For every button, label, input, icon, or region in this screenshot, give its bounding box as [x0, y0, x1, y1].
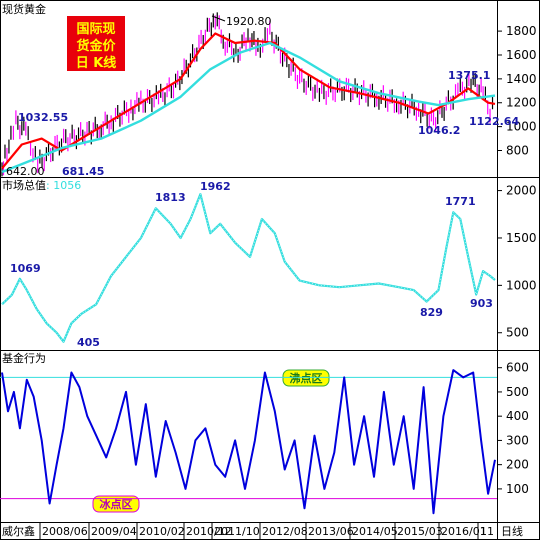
fund-series — [1, 369, 496, 515]
badge-line-1: 国际现 — [76, 22, 115, 37]
ytick-label: 600 — [506, 361, 529, 375]
badge-line-3: 日 K线 — [76, 55, 117, 71]
ytick-label: 100 — [506, 482, 529, 496]
market-panel-title: 市场总值 : 1056 — [2, 178, 81, 192]
ytick-label: 1000 — [506, 120, 537, 134]
ytick-label: 2000 — [506, 184, 537, 198]
ytick-label: 1200 — [506, 96, 537, 110]
xtick-label: 2010/12 — [186, 525, 232, 538]
ytick-label: 1500 — [506, 231, 537, 245]
market-series-texture — [1, 193, 496, 343]
source-label: 威尔鑫 — [2, 524, 35, 538]
xtick-label: 2016/01 — [441, 525, 487, 538]
ytick-label: 500 — [506, 326, 529, 340]
market-series — [1, 193, 496, 343]
value-annotation: 642.00 — [6, 165, 45, 178]
xtick-label: 2013/06 — [308, 525, 354, 538]
xtick-label: 2010/02 — [139, 525, 185, 538]
ytick-label: 200 — [506, 458, 529, 472]
value-annotation: 1032.55 — [18, 111, 68, 124]
ytick-label: 500 — [506, 385, 529, 399]
period-label: 日线 — [501, 524, 523, 538]
xtick-label: 2015/03 — [397, 525, 443, 538]
value-annotation: 681.45 — [62, 165, 104, 178]
boiling-zone-text: 沸点区 — [290, 371, 323, 385]
ytick-label: 1400 — [506, 72, 537, 86]
ytick-label: 1000 — [506, 278, 537, 292]
freezing-zone-label: 冰点区 — [92, 495, 140, 513]
ytick-label: 1800 — [506, 24, 537, 38]
value-annotation: 829 — [420, 306, 443, 319]
peak-pointer — [211, 15, 226, 22]
xtick-label: 2008/06 — [42, 525, 88, 538]
badge-line-2: 货金价 — [76, 38, 116, 54]
xtick-label: 2014/05 — [352, 525, 398, 538]
xtick-label: 2012/08 — [262, 525, 308, 538]
ytick-label: 800 — [506, 144, 529, 158]
market-panel-title-text: 市场总值 — [2, 178, 46, 192]
value-annotation: 1813 — [155, 191, 186, 204]
value-annotation: 903 — [470, 297, 493, 310]
xtick-label: 2011/10 — [214, 525, 260, 538]
xtick-label: 2009/04 — [91, 525, 137, 538]
ytick-label: 1600 — [506, 48, 537, 62]
gold-price-badge: 国际现 货金价 日 K线 — [67, 16, 125, 71]
badge-background — [67, 16, 125, 71]
freezing-zone-text: 冰点区 — [100, 497, 133, 511]
price-panel-title: 现货黄金 — [2, 2, 46, 16]
ma_long-series — [1, 41, 496, 174]
market-value-label: : 1056 — [46, 179, 81, 192]
value-annotation: 1962 — [200, 180, 231, 193]
value-annotation: 405 — [77, 336, 100, 349]
value-annotation: 1375.1 — [448, 69, 490, 82]
ytick-label: 300 — [506, 433, 529, 447]
plot-layer: 800 1000 1200 1400 1600 1800 1920.80 1032.55 681… — [0, 12, 537, 540]
xtick-label: 11 — [480, 525, 494, 538]
value-annotation: 1920.80 — [226, 15, 272, 28]
boiling-zone-label: 沸点区 — [282, 369, 330, 387]
value-annotation: 1771 — [445, 195, 476, 208]
value-annotation: 1069 — [10, 262, 41, 275]
value-annotation: 1046.2 — [418, 124, 460, 137]
ytick-label: 400 — [506, 409, 529, 423]
value-annotation: 1122.64 — [469, 115, 519, 128]
fund-panel-title: 基金行为 — [2, 351, 46, 365]
ma_short-series — [1, 32, 496, 170]
